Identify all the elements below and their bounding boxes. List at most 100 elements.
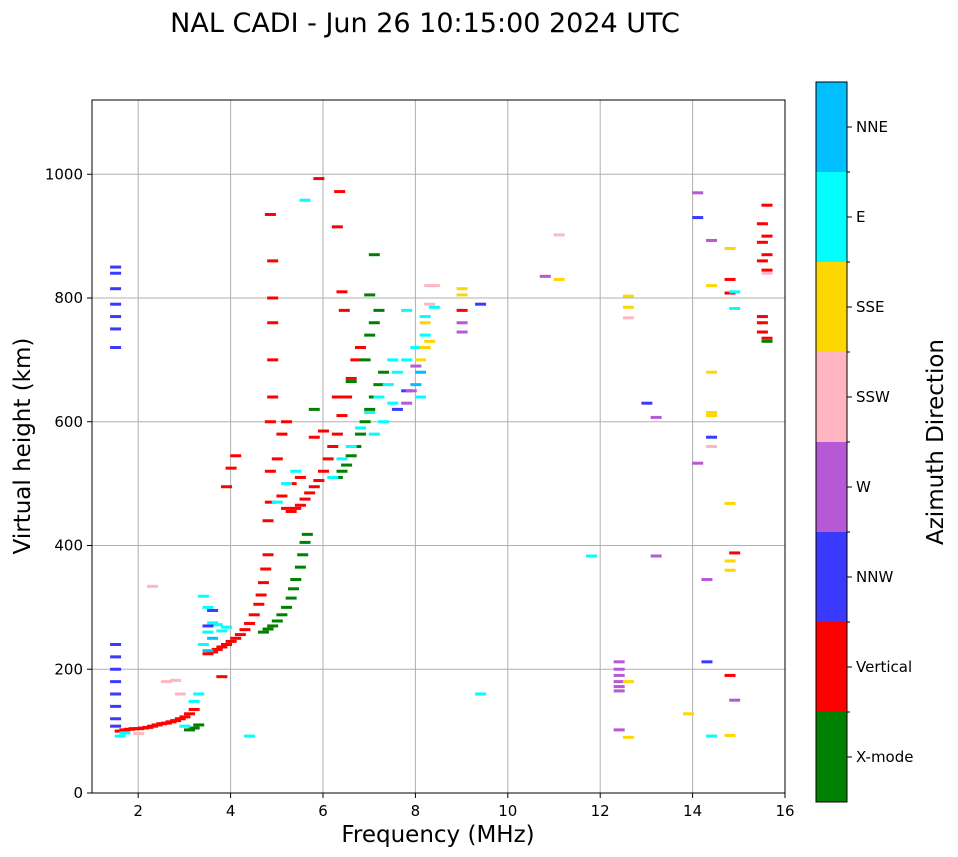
plot-frame xyxy=(91,99,786,794)
echo-point xyxy=(327,475,339,479)
echo-point xyxy=(373,383,385,387)
echo-point xyxy=(613,673,625,677)
echo-point xyxy=(285,509,297,513)
echo-point xyxy=(368,253,380,257)
echo-point xyxy=(756,315,768,319)
echo-point xyxy=(613,685,625,689)
echo-point xyxy=(419,333,431,337)
echo-point xyxy=(294,503,306,507)
echo-point xyxy=(415,370,427,374)
echo-point xyxy=(294,565,306,569)
echo-point xyxy=(456,330,468,334)
echo-point xyxy=(234,633,246,637)
echo-point xyxy=(313,177,325,181)
echo-point xyxy=(729,307,741,311)
echo-point xyxy=(276,432,288,436)
echo-point xyxy=(761,271,773,275)
echo-point xyxy=(391,370,403,374)
echo-point xyxy=(267,358,279,362)
echo-point xyxy=(248,613,260,617)
echo-point xyxy=(613,667,625,671)
echo-point xyxy=(202,624,214,628)
echo-point xyxy=(230,636,242,640)
echo-point xyxy=(216,645,228,649)
y-tick-label: 1000 xyxy=(45,165,83,183)
colorbar-tick-label: SSW xyxy=(856,388,890,406)
echo-point xyxy=(424,302,436,306)
echo-point xyxy=(706,734,718,738)
echo-point xyxy=(410,346,422,349)
echo-point xyxy=(257,630,269,634)
echo-point xyxy=(197,643,209,646)
echo-point xyxy=(706,370,718,374)
echo-point xyxy=(336,457,348,461)
x-tick-label: 10 xyxy=(498,802,517,820)
echo-point xyxy=(419,321,431,325)
echo-point xyxy=(110,265,122,269)
echo-point xyxy=(331,395,343,399)
echo-point xyxy=(724,733,736,737)
echo-point xyxy=(271,619,283,623)
echo-point xyxy=(331,432,343,436)
echo-point xyxy=(110,724,122,728)
x-axis-label: Frequency (MHz) xyxy=(341,822,534,848)
echo-point xyxy=(110,667,122,671)
echo-point xyxy=(276,494,288,498)
echo-point xyxy=(211,623,223,627)
colorbar-tick-label: E xyxy=(856,208,865,226)
echo-point xyxy=(299,497,311,501)
echo-point xyxy=(761,339,773,343)
echo-point xyxy=(264,500,276,504)
echo-point xyxy=(110,717,122,721)
echo-point xyxy=(354,432,366,436)
echo-point xyxy=(701,578,713,582)
series-nne xyxy=(202,370,427,653)
echo-point xyxy=(281,605,293,609)
echo-point xyxy=(641,401,653,405)
series-nnw xyxy=(110,216,718,728)
echo-point xyxy=(110,643,122,646)
echo-point xyxy=(160,680,172,684)
echo-point xyxy=(350,358,362,362)
echo-point xyxy=(290,469,302,473)
echo-point xyxy=(184,728,196,732)
echo-point xyxy=(110,704,122,708)
echo-point xyxy=(271,500,283,504)
x-axis-ticks: 2 4 6 8 10 12 14 16 xyxy=(133,793,795,820)
echo-point xyxy=(553,277,565,281)
echo-point xyxy=(359,358,371,362)
colorbar-segment xyxy=(816,712,847,802)
echo-point xyxy=(281,420,293,424)
echo-point xyxy=(345,376,357,380)
echo-point xyxy=(216,629,228,633)
echo-point xyxy=(415,358,427,362)
echo-point xyxy=(410,383,422,387)
echo-point xyxy=(262,553,274,557)
series-w xyxy=(401,191,741,732)
echo-point xyxy=(354,426,366,430)
colorbar-segment xyxy=(816,622,847,712)
echo-point xyxy=(761,336,773,340)
echo-point xyxy=(327,445,339,448)
y-tick-label: 400 xyxy=(54,537,83,555)
y-axis-ticks: 0 200 400 600 800 1000 xyxy=(45,165,92,802)
x-tick-label: 6 xyxy=(318,802,328,820)
echo-point xyxy=(179,724,191,728)
echo-point xyxy=(119,731,131,735)
echo-point xyxy=(373,395,385,399)
echo-point xyxy=(297,553,309,557)
echo-point xyxy=(276,613,288,617)
echo-point xyxy=(308,485,320,489)
echo-point xyxy=(262,627,274,631)
echo-point xyxy=(290,506,302,510)
echo-point xyxy=(391,407,403,411)
y-axis-label: Virtual height (km) xyxy=(10,338,36,555)
echo-point xyxy=(729,290,741,294)
colorbar-tick-label: X-mode xyxy=(856,748,913,766)
echo-point xyxy=(253,602,265,606)
echo-point xyxy=(110,327,122,331)
echo-point xyxy=(378,420,390,424)
echo-point xyxy=(341,463,353,467)
echo-point xyxy=(364,407,376,411)
echo-point xyxy=(378,370,390,374)
